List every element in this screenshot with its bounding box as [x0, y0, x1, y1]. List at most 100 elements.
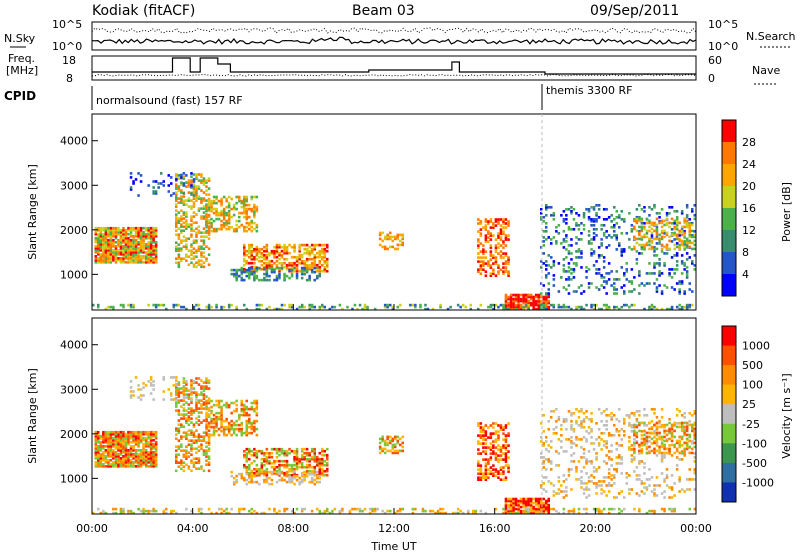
- power-cell: [631, 248, 634, 251]
- power-cell: [188, 237, 191, 240]
- power-cell: [183, 306, 186, 309]
- power-cell: [200, 173, 203, 176]
- power-cell: [178, 304, 181, 307]
- power-cell: [230, 226, 233, 229]
- power-colorbar-tick: 8: [742, 246, 749, 259]
- velocity-cell: [490, 466, 493, 469]
- power-cell: [140, 180, 143, 183]
- power-cell: [278, 273, 281, 276]
- power-cell: [276, 244, 279, 247]
- power-cell: [628, 238, 631, 241]
- power-cell: [656, 278, 659, 281]
- velocity-cell: [276, 460, 279, 463]
- power-cell: [593, 236, 596, 239]
- velocity-cell: [500, 466, 503, 469]
- power-cell: [613, 278, 616, 281]
- velocity-cell: [603, 410, 606, 413]
- power-cell: [195, 173, 198, 176]
- velocity-cell: [558, 488, 561, 491]
- power-cell: [399, 234, 402, 237]
- velocity-cell: [595, 422, 598, 425]
- power-cell: [130, 227, 133, 230]
- power-cell: [246, 230, 249, 233]
- power-cell: [314, 306, 317, 309]
- power-cell: [256, 275, 259, 278]
- power-cell: [319, 244, 322, 247]
- velocity-cell: [608, 476, 611, 479]
- power-cell: [527, 304, 530, 307]
- velocity-cell: [208, 508, 211, 511]
- velocity-cell: [306, 458, 309, 461]
- velocity-cell: [691, 424, 694, 427]
- velocity-cell: [643, 430, 646, 433]
- power-cell: [306, 264, 309, 267]
- velocity-cell: [558, 480, 561, 483]
- velocity-cell: [663, 436, 666, 439]
- power-cell: [575, 250, 578, 253]
- power-cell: [495, 224, 498, 227]
- velocity-cell: [253, 448, 256, 451]
- power-cell: [641, 282, 644, 285]
- power-cell: [190, 179, 193, 182]
- power-cell: [195, 231, 198, 234]
- power-cell: [122, 245, 125, 248]
- power-cell: [610, 284, 613, 287]
- velocity-cell: [193, 409, 196, 412]
- velocity-cell: [643, 424, 646, 427]
- velocity-cell: [392, 438, 395, 441]
- velocity-cell: [273, 448, 276, 451]
- power-cell: [595, 268, 598, 271]
- velocity-cell: [661, 452, 664, 455]
- velocity-cell: [152, 451, 155, 454]
- velocity-cell: [580, 446, 583, 449]
- power-cell: [233, 273, 236, 276]
- power-cell: [303, 244, 306, 247]
- power-ytick-label: 4000: [60, 135, 88, 148]
- velocity-cell: [593, 448, 596, 451]
- velocity-cell: [188, 407, 191, 410]
- velocity-cell: [230, 402, 233, 405]
- velocity-cell: [565, 450, 568, 453]
- velocity-cell: [278, 479, 281, 482]
- power-cell: [195, 249, 198, 252]
- velocity-cell: [497, 448, 500, 451]
- power-cell: [683, 268, 686, 271]
- velocity-cell: [668, 422, 671, 425]
- velocity-cell: [583, 426, 586, 429]
- power-cell: [319, 306, 322, 309]
- power-cell: [145, 251, 148, 254]
- power-cell: [618, 242, 621, 245]
- power-cell: [200, 189, 203, 192]
- velocity-cell: [507, 450, 510, 453]
- velocity-cell: [178, 423, 181, 426]
- power-cell: [636, 262, 639, 265]
- power-cell: [120, 229, 123, 232]
- power-cell: [324, 260, 327, 263]
- velocity-cell: [666, 474, 669, 477]
- power-cell: [286, 246, 289, 249]
- power-cell: [550, 256, 553, 259]
- power-cell: [477, 268, 480, 271]
- velocity-cell: [163, 510, 166, 513]
- power-cell: [205, 257, 208, 260]
- power-cell: [281, 267, 284, 270]
- power-cell: [291, 256, 294, 259]
- power-cell: [623, 290, 626, 293]
- velocity-cell: [311, 448, 314, 451]
- velocity-cell: [198, 457, 201, 460]
- velocity-cell: [173, 376, 176, 379]
- velocity-cell: [180, 417, 183, 420]
- velocity-cell: [291, 464, 294, 467]
- velocity-cell: [605, 454, 608, 457]
- power-cell: [306, 279, 309, 282]
- power-cell: [545, 292, 548, 295]
- power-cell: [578, 256, 581, 259]
- velocity-cell: [600, 432, 603, 435]
- power-cell: [673, 220, 676, 223]
- velocity-cell: [477, 460, 480, 463]
- power-cell: [190, 233, 193, 236]
- velocity-cell: [485, 438, 488, 441]
- power-cell: [208, 193, 211, 196]
- velocity-cell: [316, 481, 319, 484]
